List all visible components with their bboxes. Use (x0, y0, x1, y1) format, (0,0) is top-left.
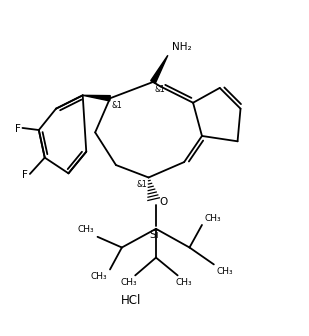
Polygon shape (83, 95, 110, 101)
Text: F: F (23, 170, 28, 180)
Text: CH₃: CH₃ (205, 214, 222, 223)
Text: &1: &1 (154, 85, 165, 94)
Text: Si: Si (150, 230, 159, 240)
Text: CH₃: CH₃ (78, 225, 95, 235)
Text: HCl: HCl (121, 294, 141, 306)
Text: F: F (15, 124, 21, 134)
Text: O: O (159, 197, 167, 207)
Text: CH₃: CH₃ (121, 278, 138, 287)
Text: CH₃: CH₃ (217, 267, 233, 276)
Text: NH₂: NH₂ (172, 42, 192, 52)
Text: &1: &1 (136, 180, 147, 190)
Text: &1: &1 (112, 101, 122, 110)
Text: CH₃: CH₃ (175, 278, 192, 287)
Polygon shape (151, 55, 168, 83)
Text: CH₃: CH₃ (91, 272, 107, 281)
